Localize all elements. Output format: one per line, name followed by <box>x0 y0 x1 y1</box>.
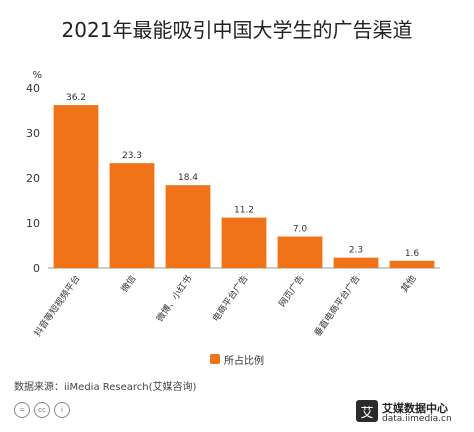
x-tick-label: 微博、小红书 <box>154 273 195 324</box>
chart-title: 2021年最能吸引中国大学生的广告渠道 <box>61 18 413 42</box>
data-label: 23.3 <box>122 151 142 161</box>
y-tick-label: 40 <box>26 82 40 95</box>
brand-name: 艾媒数据中心 <box>382 402 448 415</box>
data-label: 36.2 <box>66 93 86 103</box>
y-tick-label: 20 <box>26 172 40 185</box>
attribution-icon: i <box>54 402 70 418</box>
bar <box>221 217 267 268</box>
data-label: 11.2 <box>234 206 254 216</box>
data-label: 7.0 <box>293 225 308 235</box>
brand-logo: 艾 <box>356 400 378 422</box>
y-tick-label: 10 <box>26 217 40 230</box>
bar <box>165 185 211 268</box>
data-label: 2.3 <box>349 246 363 256</box>
x-tick-label: 微信 <box>118 273 138 295</box>
bar <box>109 163 155 268</box>
brand-url: data.iimedia.cn <box>382 414 452 424</box>
legend-label: 所占比例 <box>224 355 264 367</box>
data-source: 数据来源：iiMedia Research(艾媒咨询) <box>14 382 197 393</box>
x-tick-label: 其他 <box>398 273 418 295</box>
bar <box>333 257 379 268</box>
bar <box>277 236 323 268</box>
x-tick-label: 抖音等短视频平台 <box>31 273 82 339</box>
equals-icon: = <box>14 402 30 418</box>
data-label: 1.6 <box>405 249 420 259</box>
legend-swatch <box>210 354 220 364</box>
y-tick-label: 0 <box>33 262 40 275</box>
x-tick-label: 网页广告 <box>276 273 306 309</box>
y-axis-unit: % <box>32 70 42 81</box>
bar <box>389 260 435 268</box>
y-tick-label: 30 <box>26 127 40 140</box>
x-tick-label: 垂直电商平台广告 <box>311 273 362 339</box>
cc-icon: cc <box>34 402 50 418</box>
bar <box>53 105 99 268</box>
legend: 所占比例 <box>210 352 264 367</box>
data-label: 18.4 <box>178 173 198 183</box>
license-icons: = cc i <box>14 402 70 418</box>
x-tick-label: 电商平台广告 <box>210 273 251 324</box>
